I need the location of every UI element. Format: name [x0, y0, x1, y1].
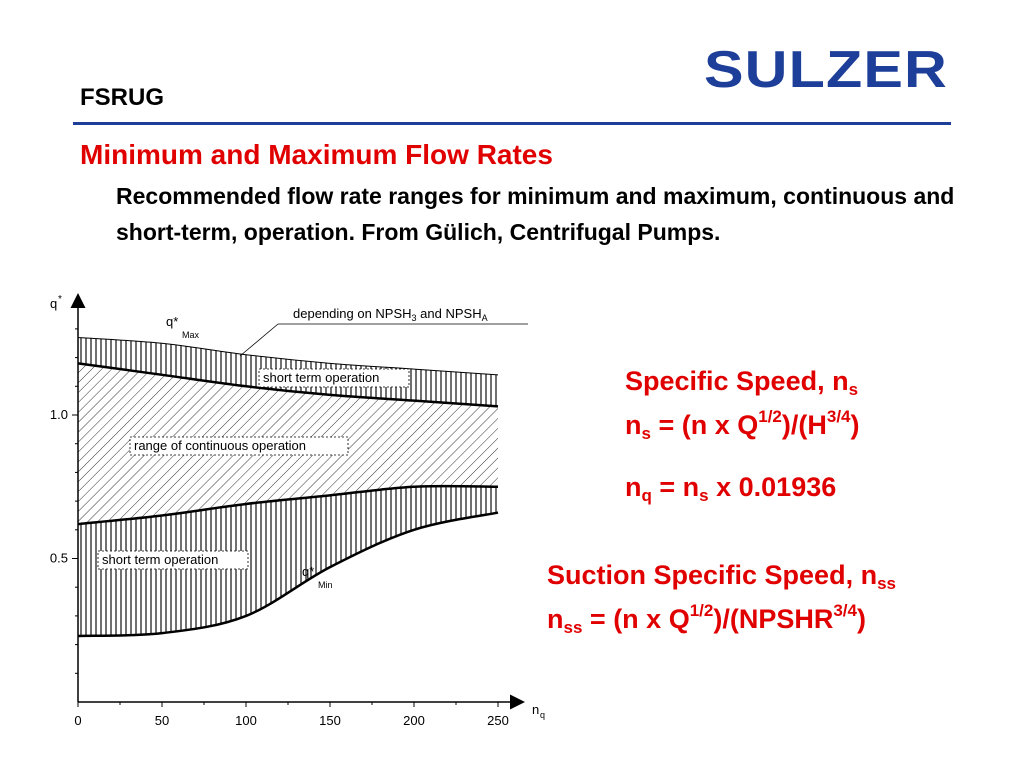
curve-continuous-lower: [77, 484, 499, 526]
nq-formula: nq = ns x 0.01936: [625, 472, 837, 505]
x-tick-label: 250: [487, 713, 509, 728]
label-qmin: q*: [302, 564, 314, 579]
y-axis-label: q: [50, 296, 57, 311]
header-divider: [73, 122, 951, 125]
x-tick-label: 50: [155, 713, 169, 728]
specific-speed-formula: ns = (n x Q1/2)/(H3/4): [625, 407, 860, 443]
suction-specific-speed-formula: nss = (n x Q1/2)/(NPSHR3/4): [547, 601, 866, 637]
label-npsh-note: depending on NPSH3 and NPSHA: [293, 306, 488, 323]
logo-text: SULZER: [704, 41, 948, 96]
x-tick-label: 0: [74, 713, 81, 728]
chart-labels: short term operation range of continuous …: [97, 306, 528, 590]
curve-continuous-upper: [77, 362, 499, 408]
x-axis-label-sub: q: [540, 710, 545, 720]
x-axis-label: n: [532, 702, 539, 717]
label-continuous-box: [129, 436, 349, 456]
label-short-term-upper: short term operation: [263, 370, 379, 385]
label-short-term-upper-box: [258, 368, 410, 388]
y-tick-label: 0.5: [50, 551, 68, 566]
x-tick-label: 200: [403, 713, 425, 728]
suction-specific-speed-title: Suction Specific Speed, nss: [547, 560, 896, 593]
y-tick-label: 1.0: [50, 407, 68, 422]
label-qmax: q*: [166, 314, 178, 329]
npsh-leader-line: [239, 323, 279, 357]
label-short-term-lower: short term operation: [102, 552, 218, 567]
sulzer-logo: SULZER: [704, 40, 950, 99]
curve-qmax: [77, 337, 499, 376]
label-continuous: range of continuous operation: [134, 438, 306, 453]
curve-qmin: [77, 511, 499, 638]
x-tick-label: 100: [235, 713, 257, 728]
header-title: FSRUG: [80, 84, 164, 111]
slide-subtitle: Recommended flow rate ranges for minimum…: [116, 183, 955, 245]
y-axis-label-sup: *: [58, 294, 62, 305]
specific-speed-title: Specific Speed, ns: [625, 366, 859, 399]
label-qmin-sub: Min: [318, 580, 333, 590]
x-tick-label: 150: [319, 713, 341, 728]
band-short-term-lower: [78, 486, 498, 636]
slide-heading: Minimum and Maximum Flow Rates: [80, 139, 553, 170]
label-qmax-sub: Max: [182, 330, 200, 340]
label-short-term-lower-box: [97, 550, 249, 570]
